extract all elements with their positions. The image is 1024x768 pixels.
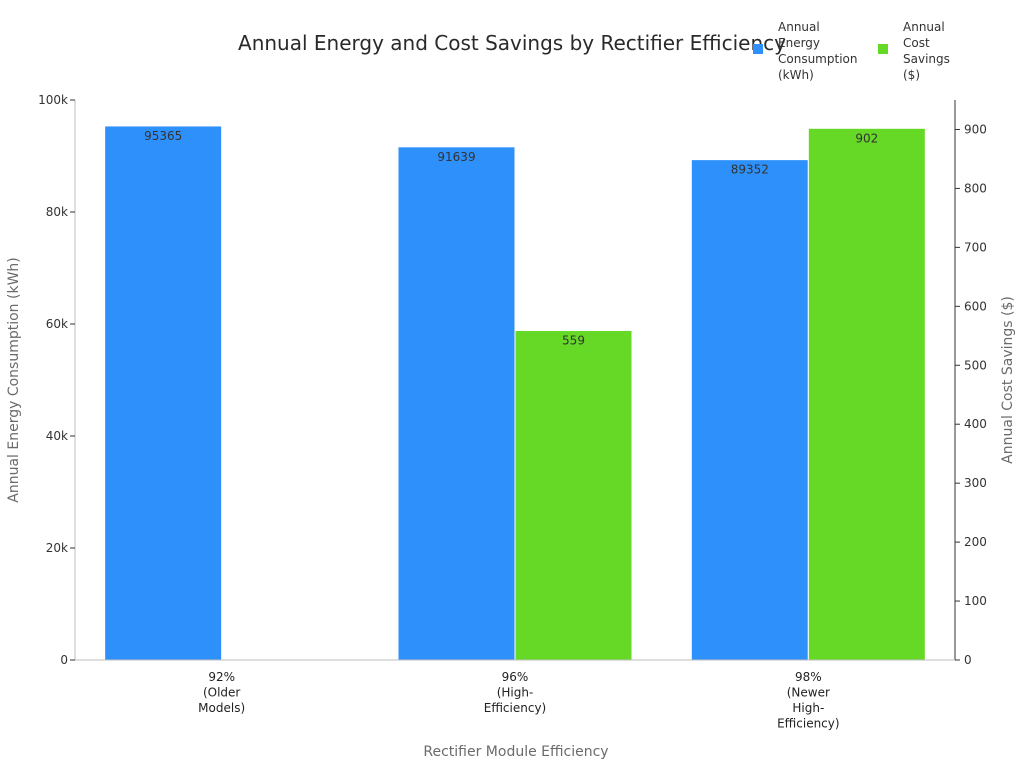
x-tick-label-line: Efficiency) [484,701,546,715]
data-label-energy-2: 89352 [731,163,769,177]
y-axis-title: Annual Energy Consumption (kWh) [6,257,22,503]
bars [104,125,926,661]
data-label-savings-1: 559 [562,333,585,347]
x-tick-label-line: 92% [208,670,235,684]
legend-label: Annual Energy Consumption (kWh) [778,20,857,82]
data-label-energy-0: 95365 [144,129,182,143]
right-tick-label-3: 300 [964,476,987,490]
x-tick-label-2: 98% (Newer High- Efficiency) [777,670,839,731]
legend-label-line: Consumption [778,52,857,66]
legend-label-line: Energy [778,36,820,50]
legend-label-line: ($) [903,68,920,82]
legend-label-line: Savings [903,52,950,66]
x-tick-label-line: (Newer [787,686,830,700]
left-tick-label-5: 100k [38,93,68,107]
left-tick-label-1: 20k [46,541,68,555]
legend-label-line: (kWh) [778,68,814,82]
x-tick-label-line: (Older [203,686,240,700]
legend-swatch [753,44,763,54]
legend-item-savings: Annual Cost Savings ($) [878,20,950,82]
x-axis: 92% (Older Models)96% (High-Efficiency)98%(… [75,659,955,731]
bar-energy-0 [104,125,223,661]
chart-title: Annual Energy and Cost Savings by Rectif… [238,31,786,55]
bar-savings-2 [807,127,926,661]
left-tick-label-2: 40k [46,429,68,443]
legend-label-line: Cost [903,36,930,50]
x-tick-label-1: 96% (High-Efficiency) [484,670,546,715]
legend-label-line: Annual [778,20,820,34]
data-label-savings-2: 902 [855,131,878,145]
legend: Annual Energy Consumption (kWh) Annual Cost Sa… [753,20,950,82]
legend-label: Annual Cost Savings ($) [903,20,950,82]
left-axis: 0 20k 40k 60k 80k 100k [38,93,76,667]
right-tick-label-2: 200 [964,535,987,549]
x-tick-label-line: Models) [198,701,245,715]
left-tick-label-0: 0 [60,653,68,667]
right-tick-label-5: 500 [964,358,987,372]
x-tick-label-line: (High- [497,686,534,700]
legend-swatch [878,44,888,54]
bar-savings-1 [514,329,633,661]
x-axis-title: Rectifier Module Efficiency [423,744,608,760]
left-tick-label-3: 60k [46,317,68,331]
right-tick-label-1: 100 [964,594,987,608]
right-tick-label-8: 800 [964,181,987,195]
y-axis-right-title: Annual Cost Savings ($) [1000,296,1016,464]
x-tick-label-line: High- [792,701,824,715]
right-tick-label-4: 400 [964,417,987,431]
x-tick-label-line: 98% [795,670,822,684]
right-tick-label-6: 600 [964,299,987,313]
data-label-energy-1: 91639 [437,150,475,164]
x-tick-label-line: Efficiency) [777,717,839,731]
x-tick-label-0: 92% (Older Models) [198,670,245,715]
bar-energy-1 [397,146,516,661]
right-tick-label-0: 0 [964,653,972,667]
legend-item-energy: Annual Energy Consumption (kWh) [753,20,857,82]
right-tick-label-7: 700 [964,240,987,254]
x-tick-label-line: 96% [502,670,529,684]
bar-energy-2 [690,159,809,661]
right-tick-label-9: 900 [964,122,987,136]
data-labels: 95365 91639 89352 559 902 [144,129,878,348]
left-tick-label-4: 80k [46,205,68,219]
legend-label-line: Annual [903,20,945,34]
right-axis: 0 100 200 300 400 500 600 700 800 900 [954,100,987,667]
